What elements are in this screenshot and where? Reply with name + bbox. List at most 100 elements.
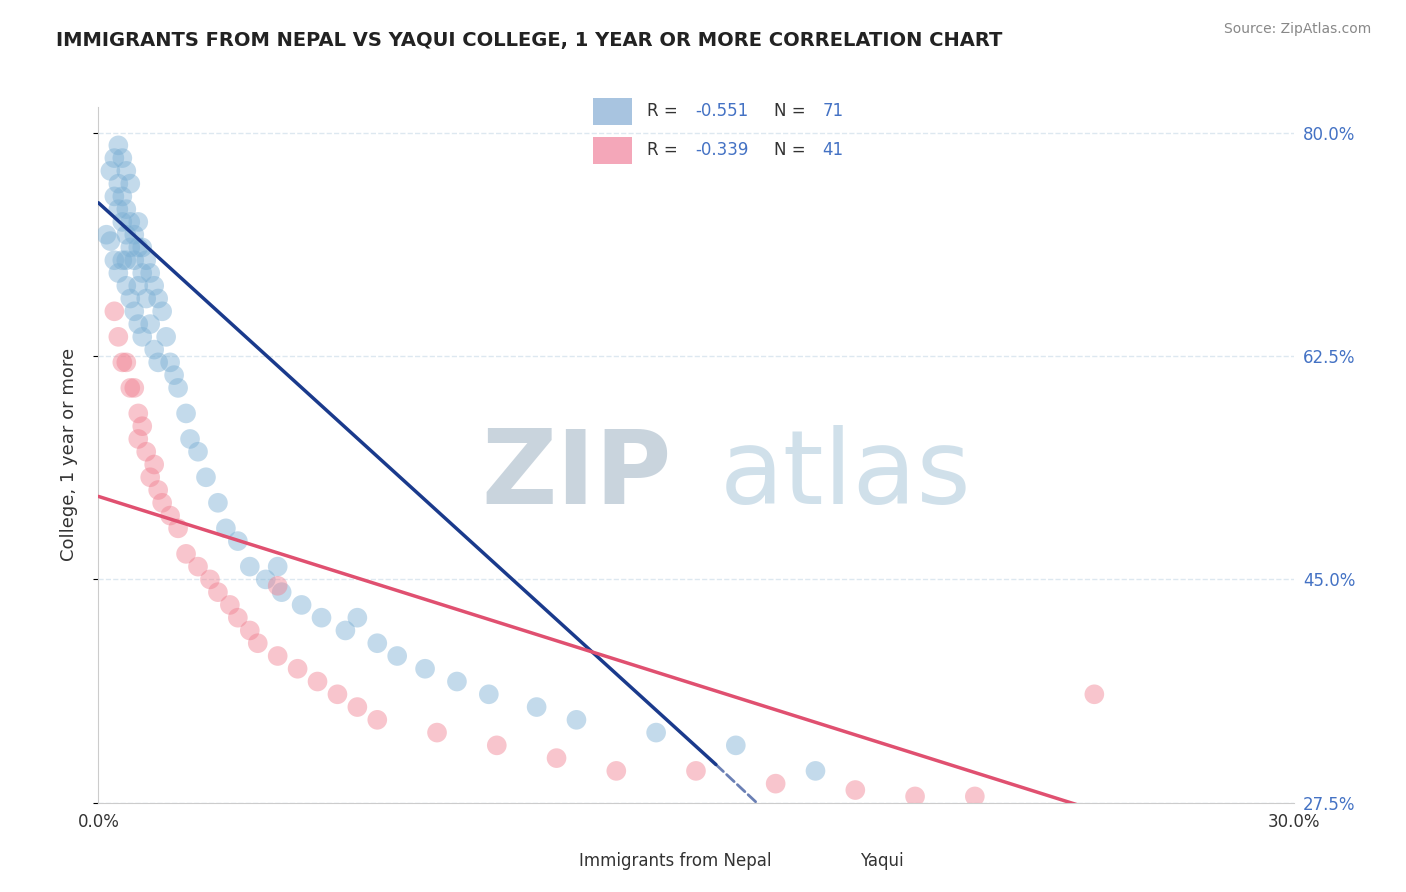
Point xyxy=(115,227,138,242)
Point xyxy=(446,674,468,689)
Point xyxy=(239,624,262,638)
Point xyxy=(115,253,138,268)
Point xyxy=(111,189,134,203)
Point xyxy=(103,253,125,268)
Text: 71: 71 xyxy=(823,103,844,120)
Point xyxy=(120,215,142,229)
Point xyxy=(187,559,209,574)
Text: 41: 41 xyxy=(823,141,844,159)
Point xyxy=(174,547,197,561)
Point xyxy=(287,662,309,676)
Point xyxy=(326,687,349,701)
Point xyxy=(127,278,149,293)
Point xyxy=(159,355,181,369)
Y-axis label: College, 1 year or more: College, 1 year or more xyxy=(59,349,77,561)
Point xyxy=(526,700,548,714)
Point xyxy=(103,304,125,318)
Point xyxy=(167,381,190,395)
Point xyxy=(159,508,181,523)
Point xyxy=(111,253,134,268)
Point xyxy=(143,343,166,357)
Point xyxy=(605,764,627,778)
Point xyxy=(103,151,125,165)
Point xyxy=(207,585,229,599)
Point xyxy=(143,458,166,472)
Point xyxy=(366,636,388,650)
Point xyxy=(148,292,170,306)
Point xyxy=(366,713,388,727)
Point xyxy=(155,330,177,344)
Point xyxy=(226,610,249,624)
Text: ZIP: ZIP xyxy=(482,425,672,526)
Point xyxy=(645,725,668,739)
Point xyxy=(413,662,436,676)
Point xyxy=(335,624,357,638)
Point xyxy=(179,432,201,446)
Point xyxy=(215,521,238,535)
Text: IMMIGRANTS FROM NEPAL VS YAQUI COLLEGE, 1 YEAR OR MORE CORRELATION CHART: IMMIGRANTS FROM NEPAL VS YAQUI COLLEGE, … xyxy=(56,31,1002,50)
Point xyxy=(107,330,129,344)
Point xyxy=(98,234,122,248)
Point xyxy=(124,253,146,268)
Point xyxy=(426,725,449,739)
Point xyxy=(115,202,138,216)
Point xyxy=(96,227,118,242)
Point xyxy=(115,164,138,178)
Text: atlas: atlas xyxy=(720,425,972,526)
Point xyxy=(120,177,142,191)
FancyBboxPatch shape xyxy=(592,136,631,164)
Point xyxy=(127,317,149,331)
Point xyxy=(107,202,129,216)
Point xyxy=(685,764,707,778)
Point xyxy=(485,739,508,753)
Point xyxy=(246,636,269,650)
Text: Source: ZipAtlas.com: Source: ZipAtlas.com xyxy=(1223,22,1371,37)
Point xyxy=(385,648,409,663)
Point xyxy=(127,406,149,420)
Point xyxy=(565,713,588,727)
Point xyxy=(207,496,229,510)
Point xyxy=(127,432,149,446)
Point xyxy=(111,215,134,229)
Point xyxy=(135,253,157,268)
Point xyxy=(120,240,142,254)
Point xyxy=(311,610,333,624)
Point xyxy=(115,278,138,293)
Point xyxy=(724,739,747,753)
Point xyxy=(904,789,927,804)
Point xyxy=(131,419,153,434)
Point xyxy=(307,674,329,689)
Point xyxy=(478,687,501,701)
Point xyxy=(163,368,186,383)
Text: Yaqui: Yaqui xyxy=(860,852,904,870)
Point xyxy=(267,559,290,574)
Point xyxy=(198,573,221,587)
Point xyxy=(963,789,986,804)
Point xyxy=(765,777,787,791)
Point xyxy=(139,470,162,484)
Point xyxy=(1083,687,1105,701)
Point xyxy=(270,585,292,599)
FancyBboxPatch shape xyxy=(592,98,631,125)
Point xyxy=(844,783,866,797)
Point xyxy=(98,164,122,178)
Point xyxy=(139,266,162,280)
Point xyxy=(120,292,142,306)
Point xyxy=(111,355,134,369)
Point xyxy=(131,266,153,280)
Point xyxy=(111,151,134,165)
Point xyxy=(167,521,190,535)
Point xyxy=(546,751,568,765)
Point xyxy=(290,598,312,612)
Point xyxy=(135,292,157,306)
Point xyxy=(143,278,166,293)
Point xyxy=(115,355,138,369)
Point xyxy=(150,304,173,318)
Text: N =: N = xyxy=(773,103,811,120)
Point xyxy=(804,764,827,778)
Text: R =: R = xyxy=(647,103,683,120)
Point xyxy=(148,483,170,497)
Point xyxy=(135,444,157,458)
Text: R =: R = xyxy=(647,141,683,159)
Point xyxy=(254,573,277,587)
